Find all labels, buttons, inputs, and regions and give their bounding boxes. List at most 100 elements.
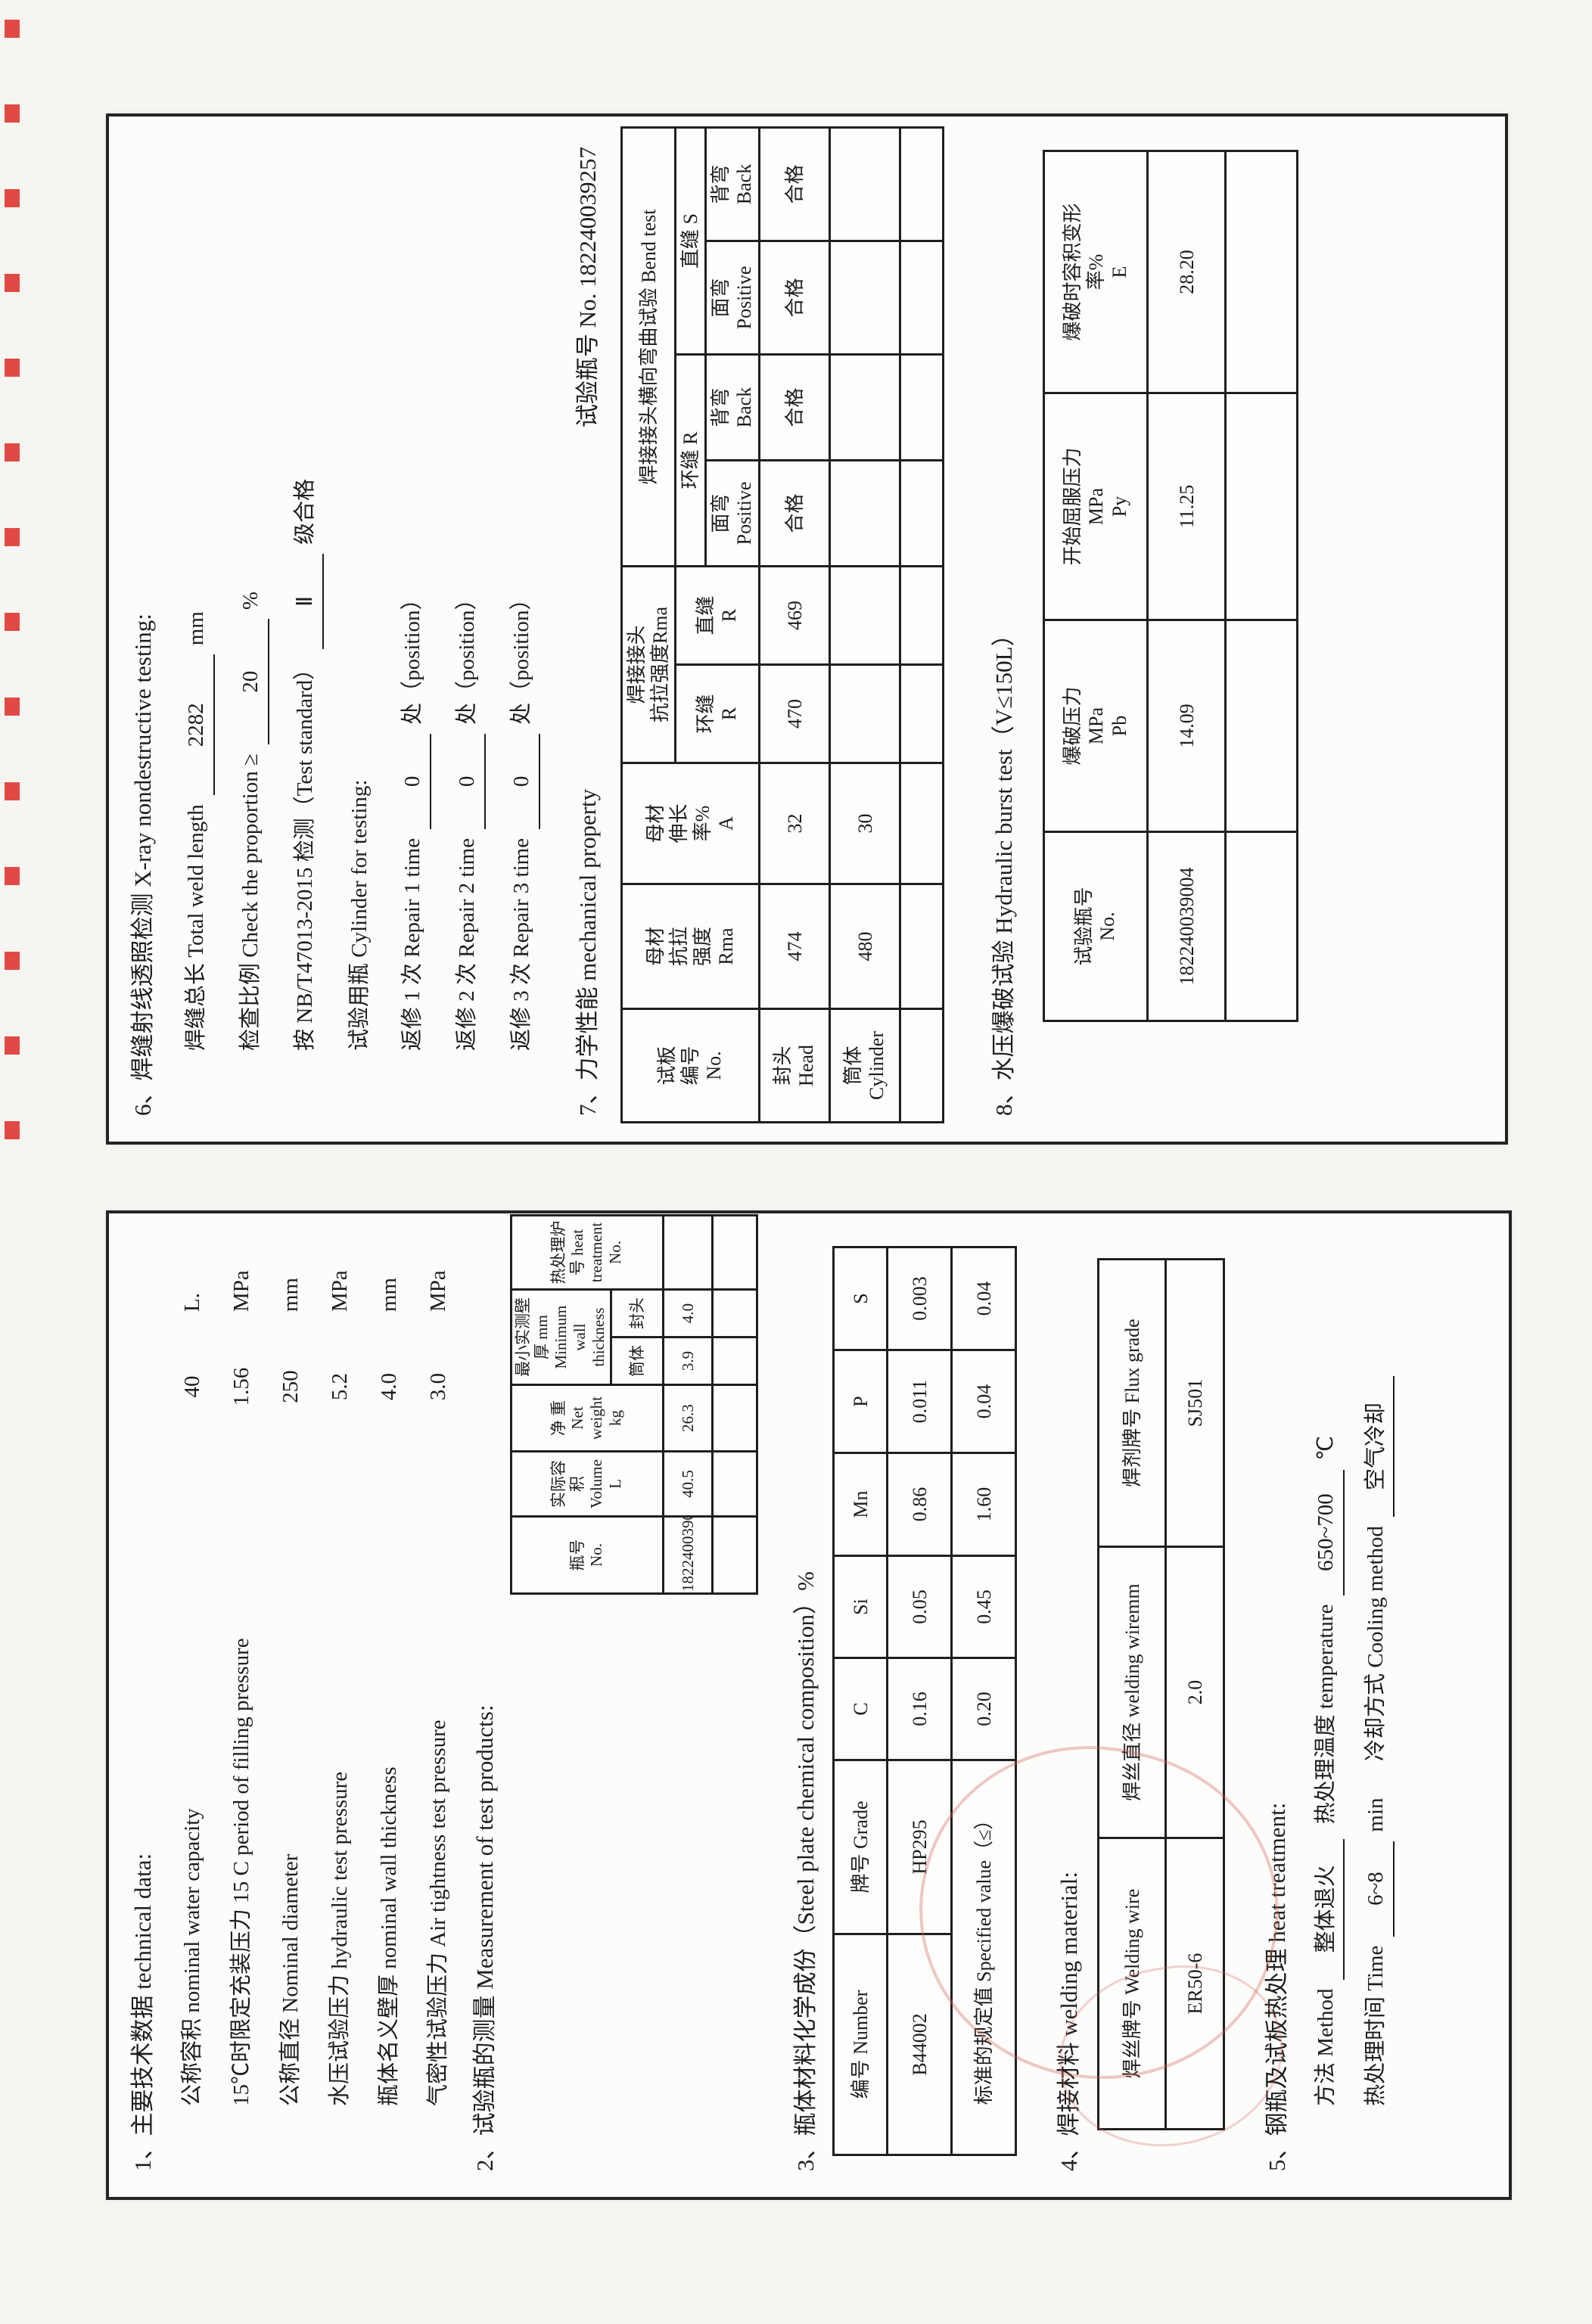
mech-h-base-tensile: 母材 抗拉 强度 Rma bbox=[621, 884, 760, 1009]
meas-h-head: 封头 bbox=[611, 1289, 664, 1338]
burst-h-bottle-no: 试验瓶号 No. bbox=[1043, 831, 1148, 1021]
mech-h-joint-straight: 直缝 R bbox=[675, 566, 760, 665]
weld-wire-diameter: 2.0 bbox=[1165, 1546, 1224, 1838]
test-standard-label: 按 NB/T47013-2015 检测（Test standard） bbox=[293, 657, 317, 1051]
check-proportion-value: 20 bbox=[234, 619, 269, 745]
chem-data-row: B44002 HP295 0.16 0.05 0.86 0.011 0.003 bbox=[887, 1247, 952, 2155]
wall-thickness-line: 瓶体名义壁厚 nominal wall thickness 4.0 mm bbox=[372, 1224, 406, 2106]
time-value: 6~8 bbox=[1358, 1841, 1395, 1937]
burst-h-volume-deformation: 爆破时容积变形 率% E bbox=[1043, 151, 1148, 393]
temperature-value: 650~700 bbox=[1308, 1469, 1345, 1595]
page1-sheet: 1、主要技术数据 technical data: 公称容积 nominal wa… bbox=[106, 1210, 1512, 2200]
mech-h-ring-back: 背弯 Back bbox=[705, 354, 760, 461]
burst-bottle-no: 182240039004 bbox=[1147, 831, 1226, 1021]
hydraulic-pressure-unit: MPa bbox=[328, 1270, 352, 1312]
meas-furnace-no bbox=[663, 1215, 713, 1290]
page1-rotated-content: 1、主要技术数据 technical data: 公称容积 nominal wa… bbox=[109, 1213, 1503, 2191]
meas-h-min-wall: 最小实测壁厚 mm Minimum wall thickness bbox=[511, 1289, 611, 1385]
filling-pressure-line: 15℃时限定充装压力 15 C period of filling pressu… bbox=[224, 1224, 259, 2106]
repair3-suffix: 处（position） bbox=[509, 588, 533, 725]
burst-h-burst-pressure: 爆破压力 MPa Pb bbox=[1043, 620, 1148, 832]
meas-h-body: 筒体 bbox=[611, 1337, 664, 1385]
chem-spec-row: 标准的规定值 Specified value（≤） 0.20 0.45 1.60… bbox=[951, 1247, 1016, 2155]
welding-material-table: 焊丝牌号 Welding wire 焊丝直径 welding wiremm 焊剂… bbox=[1097, 1258, 1225, 2130]
check-proportion-unit: % bbox=[238, 591, 263, 611]
mech-h-ring-positive: 面弯 Positive bbox=[705, 460, 760, 567]
hydraulic-burst-table: 试验瓶号 No. 爆破压力 MPa Pb 开始屈服压力 MPa Py 爆破时容积… bbox=[1043, 150, 1298, 1022]
mech-head-straight-r: 469 bbox=[759, 566, 830, 665]
mech-row-cylinder: 筒体 Cylinder 480 30 bbox=[829, 127, 900, 1123]
section6-title: 6、焊缝射线透照检测 X-ray nondestructive testing: bbox=[129, 614, 156, 1116]
diameter-value: 250 bbox=[278, 1370, 303, 1403]
meas-empty-row bbox=[712, 1215, 757, 1594]
time-unit: min bbox=[1363, 1797, 1388, 1832]
repair3-line: 返修 3 次 Repair 3 time 0 处（position） bbox=[505, 139, 540, 1051]
mech-h-bend-straight: 直缝 S bbox=[675, 127, 706, 355]
diameter-unit: mm bbox=[278, 1277, 303, 1312]
repair2-label: 返修 2 次 Repair 2 time bbox=[455, 837, 479, 1051]
repair1-suffix: 处（position） bbox=[400, 588, 424, 725]
test-standard-suffix: 级合格 bbox=[293, 478, 317, 545]
method-value: 整体退火 bbox=[1308, 1838, 1345, 1980]
mech-header-row1: 试板 编号 No. 母材 抗拉 强度 Rma 母材 伸长 率% A 焊接接头 抗… bbox=[621, 127, 760, 1123]
mech-row-head: 封头 Head 474 32 470 469 合格 合格 合格 合格 bbox=[759, 127, 830, 1123]
check-proportion-label: 检查比例 Check the proportion ≥ bbox=[238, 753, 263, 1051]
air-tightness-line: 气密性试验压力 Air tightness test pressure 3.0 … bbox=[421, 1224, 456, 2106]
meas-weight: 26.3 bbox=[663, 1384, 713, 1452]
mech-h-bend-test: 焊接接头横向弯曲试验 Bend test bbox=[621, 127, 676, 567]
mech-head-bend1: 合格 bbox=[759, 460, 830, 567]
time-label: 热处理时间 Time bbox=[1363, 1945, 1388, 2106]
mech-cyl-rma: 480 bbox=[829, 884, 900, 1009]
chem-h-grade: 牌号 Grade bbox=[833, 1760, 888, 1934]
mech-h-joint-ring: 环缝 R bbox=[675, 664, 760, 763]
filling-pressure-value: 1.56 bbox=[229, 1367, 253, 1406]
test-standard-grade: Ⅱ bbox=[288, 553, 324, 649]
repair1-line: 返修 1 次 Repair 1 time 0 处（position） bbox=[396, 139, 431, 1051]
chemical-composition-table: 编号 Number 牌号 Grade C Si Mn P S B44002 HP… bbox=[832, 1246, 1017, 2156]
mech-cyl-name: 筒体 Cylinder bbox=[829, 1008, 900, 1123]
filling-pressure-label: 15℃时限定充装压力 15 C period of filling pressu… bbox=[229, 1638, 253, 2106]
weld-length-label: 焊缝总长 Total weld length bbox=[184, 804, 208, 1051]
section2-title: 2、试验瓶的测量 Measurement of test products: bbox=[471, 1704, 498, 2171]
meas-h-volume: 实际容积 Volume L bbox=[511, 1451, 664, 1517]
meas-h-bottle-no: 瓶号 No. bbox=[511, 1516, 664, 1594]
mech-row-empty bbox=[900, 127, 944, 1123]
burst-pb: 14.09 bbox=[1147, 620, 1226, 832]
weld-wire: ER50-6 bbox=[1165, 1838, 1224, 2130]
section8-title: 8、水压爆破试验 Hydraulic burst test（V≤150L） bbox=[990, 623, 1017, 1116]
measurement-table: 瓶号 No. 实际容积 Volume L 净 重 Net weight kg 最… bbox=[510, 1213, 758, 1595]
diameter-label: 公称直径 Nominal diameter bbox=[278, 1853, 303, 2106]
chem-h-c: C bbox=[833, 1658, 888, 1760]
cylinder-for-testing-line: 试验用瓶 Cylinder for testing: bbox=[347, 779, 372, 1051]
method-label: 方法 Method bbox=[1314, 1988, 1338, 2106]
weld-data-row: ER50-6 2.0 SJ501 bbox=[1165, 1259, 1224, 2130]
burst-py: 11.25 bbox=[1147, 393, 1226, 620]
test-standard-line: 按 NB/T47013-2015 检测（Test standard） Ⅱ 级合格 bbox=[288, 139, 324, 1051]
chem-spec-label: 标准的规定值 Specified value（≤） bbox=[951, 1760, 1016, 2155]
chem-header-row: 编号 Number 牌号 Grade C Si Mn P S bbox=[833, 1247, 888, 2155]
burst-h-yield-pressure: 开始屈服压力 MPa Py bbox=[1043, 393, 1148, 620]
chem-grade: HP295 bbox=[887, 1760, 952, 1934]
meas-head-thickness: 4.0 bbox=[663, 1289, 713, 1338]
air-tightness-value: 3.0 bbox=[426, 1372, 450, 1401]
section1-title: 1、主要技术数据 technical data: bbox=[129, 1853, 156, 2171]
wall-thickness-value: 4.0 bbox=[377, 1372, 401, 1401]
section7-title-row: 7、力学性能 mechanical property 试验瓶号 No. 1822… bbox=[571, 147, 605, 1116]
hydraulic-pressure-value: 5.2 bbox=[328, 1372, 352, 1401]
mech-h-elongation: 母材 伸长 率% A bbox=[621, 763, 760, 884]
weld-h-wire: 焊丝牌号 Welding wire bbox=[1098, 1838, 1166, 2130]
mech-h-specimen-no: 试板 编号 No. bbox=[621, 1008, 760, 1123]
mech-h-joint-tensile: 焊接接头 抗拉强度Rma bbox=[621, 566, 676, 763]
filling-pressure-unit: MPa bbox=[229, 1270, 253, 1312]
capacity-line: 公称容积 nominal water capacity 40 L. bbox=[175, 1224, 210, 2106]
page2-sheet: 6、焊缝射线透照检测 X-ray nondestructive testing:… bbox=[106, 113, 1508, 1145]
repair2-value: 0 bbox=[450, 733, 486, 829]
repair2-suffix: 处（position） bbox=[455, 588, 479, 725]
repair3-label: 返修 3 次 Repair 3 time bbox=[509, 837, 533, 1051]
air-tightness-label: 气密性试验压力 Air tightness test pressure bbox=[426, 1720, 450, 2106]
burst-data-row: 182240039004 14.09 11.25 28.20 bbox=[1147, 151, 1226, 1021]
chem-h-p: P bbox=[833, 1350, 888, 1453]
repair1-value: 0 bbox=[396, 733, 431, 829]
meas-h-furnace-no: 热处理炉 号 heat treatment No. bbox=[511, 1215, 664, 1290]
temperature-unit: ℃ bbox=[1314, 1435, 1338, 1461]
